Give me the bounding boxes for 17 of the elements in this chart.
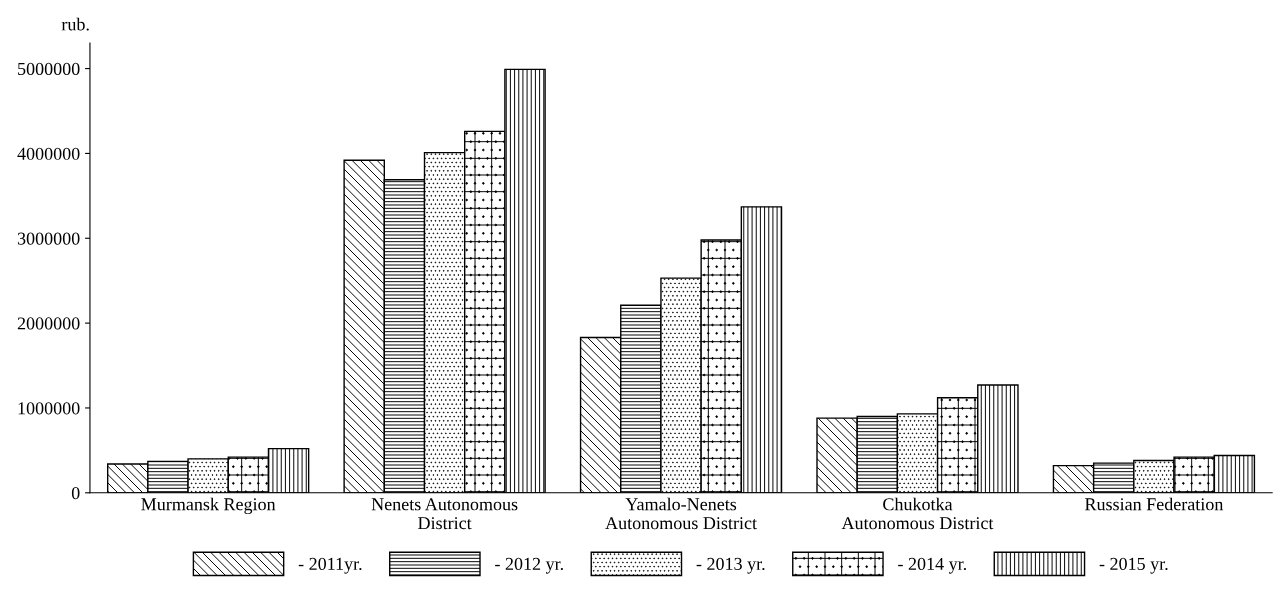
legend-label: - 2015 yr. — [1099, 557, 1168, 574]
legend-label: - 2011yr. — [298, 557, 362, 574]
legend-label: - 2014 yr. — [898, 557, 966, 574]
x-tick-label: Russian Federation — [1084, 497, 1224, 511]
y-tick-label: 2000000 — [17, 317, 80, 330]
legend-label: - 2012 yr. — [495, 557, 563, 574]
y-tick-label: 3000000 — [17, 232, 80, 245]
y-tick-label: 1000000 — [18, 402, 80, 415]
x-tick-label: Murmansk Region — [141, 497, 276, 515]
legend-label: - 2013 yr. — [696, 557, 765, 574]
y-axis-title: rub. — [61, 17, 89, 31]
x-tick-label: Chukotka Autonomous District — [841, 497, 994, 530]
y-tick-label: 4000000 — [17, 147, 80, 160]
y-tick-label: 5000000 — [18, 62, 80, 76]
y-tick-label: 0 — [71, 487, 80, 500]
x-tick-label: Nenets Autonomous District — [371, 498, 518, 530]
x-tick-label: Yamalo-Nenets Autonomous District — [605, 497, 757, 530]
